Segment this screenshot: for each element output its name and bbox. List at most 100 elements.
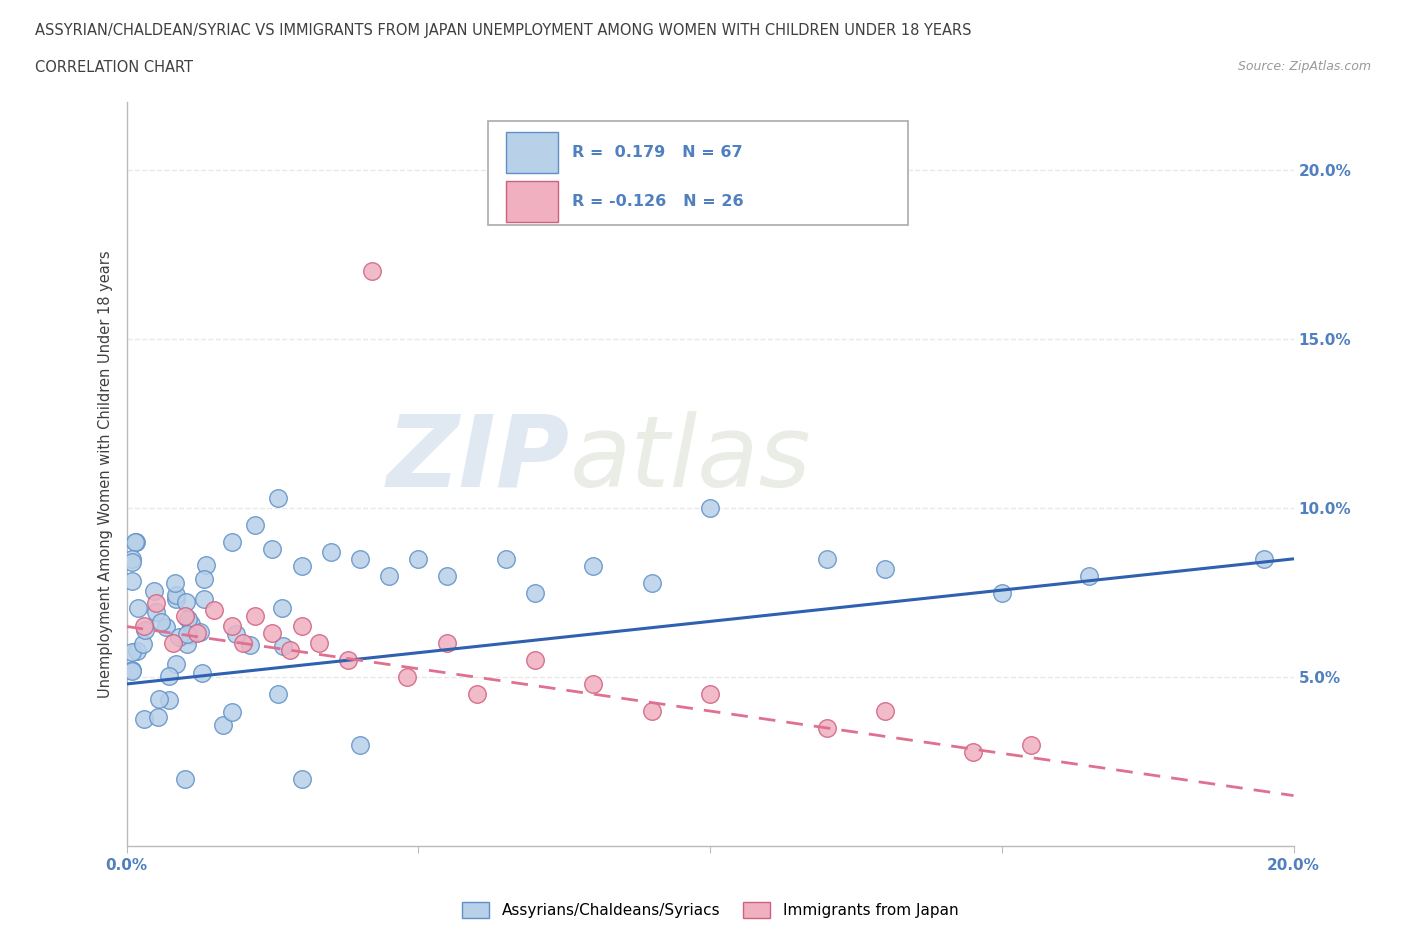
Bar <box>506 132 558 173</box>
Text: R = -0.126   N = 26: R = -0.126 N = 26 <box>572 194 744 209</box>
Legend: Assyrians/Chaldeans/Syriacs, Immigrants from Japan: Assyrians/Chaldeans/Syriacs, Immigrants … <box>456 896 965 924</box>
Text: Source: ZipAtlas.com: Source: ZipAtlas.com <box>1237 60 1371 73</box>
Point <box>165 591 187 606</box>
Point <box>436 636 458 651</box>
Point <box>150 615 173 630</box>
Text: ASSYRIAN/CHALDEAN/SYRIAC VS IMMIGRANTS FROM JAPAN UNEMPLOYMENT AMONG WOMEN WITH : ASSYRIAN/CHALDEAN/SYRIAC VS IMMIGRANTS F… <box>35 23 972 38</box>
Point <box>174 609 197 624</box>
Point <box>145 595 167 610</box>
Point <box>225 627 247 642</box>
Point <box>180 628 202 643</box>
Point <box>127 644 149 658</box>
Point <box>146 710 169 724</box>
Point <box>190 666 212 681</box>
Point <box>495 551 517 566</box>
Point <box>169 630 191 644</box>
Point <box>267 686 290 701</box>
Point <box>582 676 605 691</box>
Point <box>262 541 284 556</box>
Point <box>221 619 243 634</box>
Point <box>174 594 197 609</box>
Point <box>990 585 1012 600</box>
Point <box>640 704 664 719</box>
Point <box>163 575 186 590</box>
FancyBboxPatch shape <box>488 121 908 225</box>
Point <box>337 653 360 668</box>
Point <box>134 711 156 726</box>
Point <box>243 609 266 624</box>
Point <box>211 718 233 733</box>
Point <box>271 601 294 616</box>
Point <box>142 583 165 598</box>
Point <box>875 704 897 719</box>
Point <box>176 626 198 641</box>
Point <box>290 619 312 634</box>
Bar <box>506 181 558 222</box>
Point <box>815 551 838 566</box>
Point <box>815 721 838 736</box>
Point <box>232 636 254 651</box>
Point <box>221 705 243 720</box>
Point <box>145 605 167 620</box>
Point <box>319 545 342 560</box>
Point <box>378 568 401 583</box>
Point <box>1078 568 1101 583</box>
Point <box>132 637 155 652</box>
Point <box>180 617 202 631</box>
Point <box>290 558 312 573</box>
Point <box>395 670 418 684</box>
Point <box>174 771 197 786</box>
Text: ZIP: ZIP <box>387 411 569 508</box>
Point <box>176 636 198 651</box>
Point <box>308 636 330 651</box>
Point <box>157 669 180 684</box>
Point <box>124 535 146 550</box>
Point <box>699 686 721 701</box>
Point <box>239 637 262 652</box>
Point <box>360 264 382 279</box>
Point <box>121 644 143 659</box>
Point <box>349 737 371 752</box>
Point <box>193 572 215 587</box>
Point <box>221 535 243 550</box>
Point <box>186 626 208 641</box>
Point <box>243 518 266 533</box>
Point <box>157 693 180 708</box>
Point <box>132 619 155 634</box>
Point <box>349 551 371 566</box>
Point <box>271 638 294 653</box>
Y-axis label: Unemployment Among Women with Children Under 18 years: Unemployment Among Women with Children U… <box>97 250 112 698</box>
Point <box>524 653 547 668</box>
Point <box>193 591 215 606</box>
Text: CORRELATION CHART: CORRELATION CHART <box>35 60 193 75</box>
Point <box>121 555 143 570</box>
Point <box>962 744 984 759</box>
Point <box>582 558 605 573</box>
Point <box>290 771 312 786</box>
Point <box>148 692 170 707</box>
Point <box>262 626 284 641</box>
Point <box>267 490 290 505</box>
Point <box>155 619 177 634</box>
Point <box>165 658 187 672</box>
Point <box>640 575 664 590</box>
Point <box>176 611 198 626</box>
Point <box>202 602 225 617</box>
Point <box>162 636 184 651</box>
Text: atlas: atlas <box>569 411 811 508</box>
Text: R =  0.179   N = 67: R = 0.179 N = 67 <box>572 145 742 160</box>
Point <box>465 686 488 701</box>
Point <box>875 562 897 577</box>
Point <box>195 558 218 573</box>
Point <box>1253 551 1275 566</box>
Point <box>121 573 143 588</box>
Point <box>1019 737 1042 752</box>
Point <box>408 551 430 566</box>
Point <box>127 601 149 616</box>
Point <box>188 624 211 639</box>
Point <box>121 551 143 566</box>
Point <box>121 663 143 678</box>
Point <box>165 587 187 602</box>
Point <box>134 622 156 637</box>
Point <box>125 535 148 550</box>
